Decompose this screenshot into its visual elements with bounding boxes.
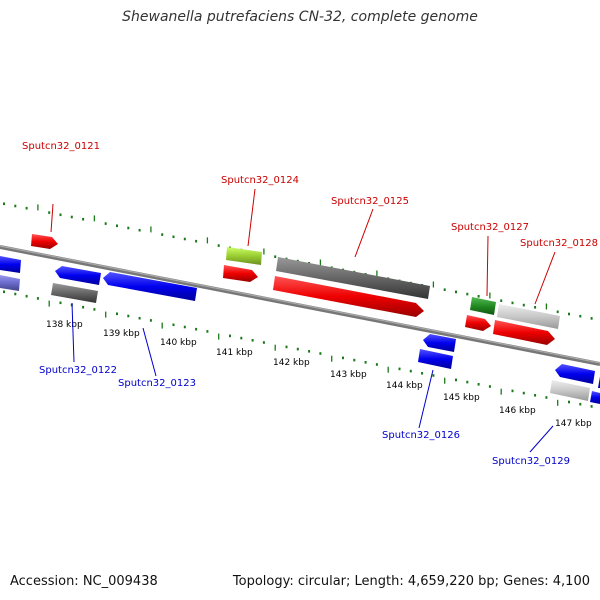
accession-text: Accession: NC_009438 bbox=[10, 574, 158, 589]
gene-label[interactable]: Sputcn32_0128 bbox=[520, 238, 598, 249]
gene-label[interactable]: Sputcn32_0126 bbox=[382, 430, 460, 441]
forward-genes bbox=[31, 234, 560, 345]
kbp-tick-label: 143 kbp bbox=[330, 370, 367, 380]
gene-arrow[interactable] bbox=[103, 272, 197, 301]
kbp-tick-label: 139 kbp bbox=[103, 329, 140, 339]
gene-arrow[interactable] bbox=[497, 304, 560, 329]
gene-arrow[interactable] bbox=[423, 334, 456, 352]
gene-arrow[interactable] bbox=[590, 391, 600, 404]
gene-arrow[interactable] bbox=[31, 234, 58, 249]
gene-label[interactable]: Sputcn32_0127 bbox=[451, 222, 529, 233]
kbp-tick-label: 142 kbp bbox=[273, 358, 310, 368]
gene-arrow[interactable] bbox=[0, 256, 21, 273]
gene-label[interactable]: Sputcn32_0123 bbox=[118, 378, 196, 389]
kbp-tick-label: 138 kbp bbox=[46, 320, 83, 330]
gene-arrow[interactable] bbox=[223, 265, 258, 282]
kbp-tick-label: 141 kbp bbox=[216, 348, 253, 358]
kbp-tick-label: 140 kbp bbox=[160, 338, 197, 348]
gene-arrow[interactable] bbox=[0, 275, 20, 291]
kbp-tick-label: 145 kbp bbox=[443, 393, 480, 403]
gene-label[interactable]: Sputcn32_0125 bbox=[331, 196, 409, 207]
gene-label[interactable]: Sputcn32_0121 bbox=[22, 141, 100, 152]
gene-arrow[interactable] bbox=[470, 297, 496, 315]
gene-arrow[interactable] bbox=[226, 247, 262, 265]
gene-arrow[interactable] bbox=[550, 380, 590, 401]
kbp-tick-label: 146 kbp bbox=[499, 406, 536, 416]
reverse-tick-track bbox=[3, 290, 593, 408]
kbp-tick-label: 147 kbp bbox=[555, 419, 592, 429]
reverse-genes bbox=[0, 256, 600, 404]
gene-arrow[interactable] bbox=[55, 266, 101, 285]
kbp-tick-label: 144 kbp bbox=[386, 381, 423, 391]
gene-label[interactable]: Sputcn32_0122 bbox=[39, 365, 117, 376]
label-leader-lines bbox=[50, 188, 556, 453]
gene-arrow[interactable] bbox=[273, 276, 424, 317]
gene-arrow[interactable] bbox=[493, 320, 555, 345]
gene-arrow[interactable] bbox=[418, 349, 453, 369]
kbp-tick-labels: 138 kbp 139 kbp 140 kbp 141 kbp 142 kbp … bbox=[46, 320, 592, 429]
gene-arrow[interactable] bbox=[51, 283, 98, 303]
reverse-gene-labels: Sputcn32_0122 Sputcn32_0123 Sputcn32_012… bbox=[39, 365, 570, 467]
genome-backbone bbox=[0, 245, 600, 366]
topology-text: Topology: circular; Length: 4,659,220 bp… bbox=[232, 574, 590, 589]
forward-gene-labels: Sputcn32_0121 Sputcn32_0124 Sputcn32_012… bbox=[22, 141, 598, 249]
gene-label[interactable]: Sputcn32_0124 bbox=[221, 175, 299, 186]
gene-label[interactable]: Sputcn32_0129 bbox=[492, 456, 570, 467]
gene-arrow[interactable] bbox=[465, 315, 491, 331]
gene-arrow[interactable] bbox=[276, 257, 430, 299]
gene-arrow[interactable] bbox=[555, 364, 595, 384]
genome-title: Shewanella putrefaciens CN-32, complete … bbox=[122, 9, 478, 25]
